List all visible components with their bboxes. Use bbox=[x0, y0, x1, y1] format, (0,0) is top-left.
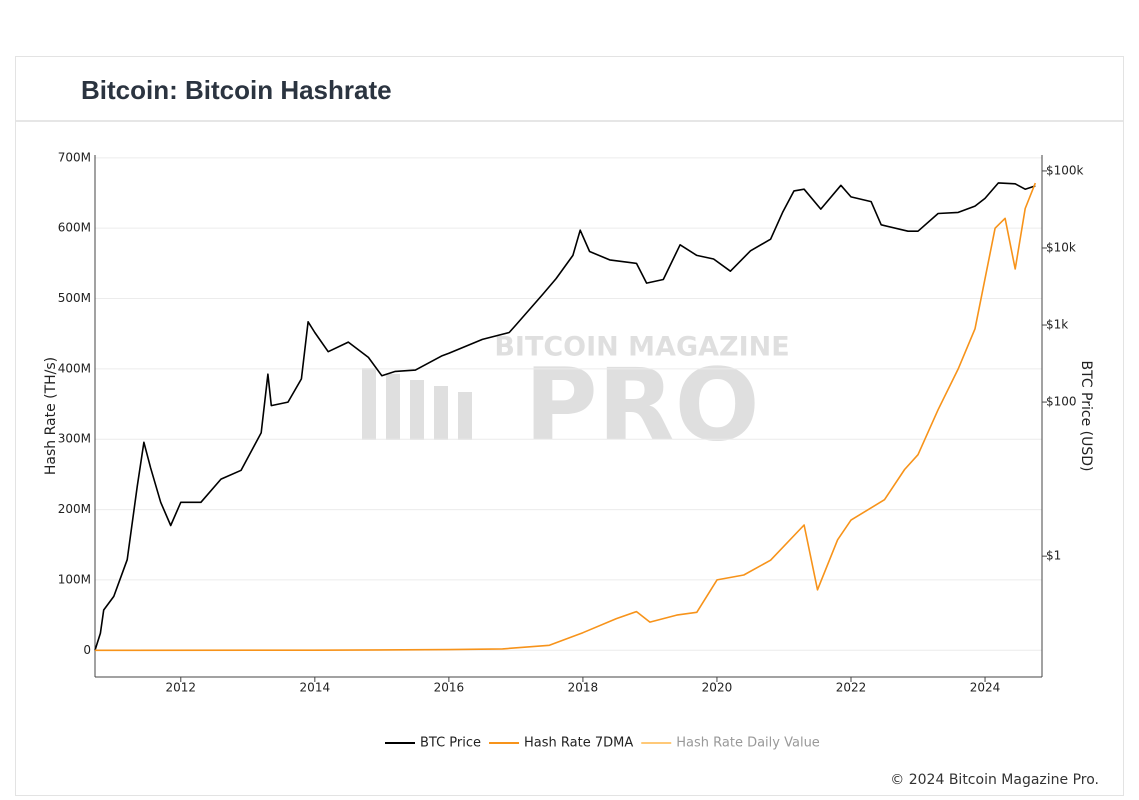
y-tick-label: 600M bbox=[58, 221, 91, 235]
legend-item[interactable]: Hash Rate Daily Value bbox=[641, 736, 820, 751]
y2-tick-label: $100 bbox=[1046, 395, 1077, 409]
legend-item[interactable]: BTC Price bbox=[385, 736, 481, 751]
watermark-logo-bar bbox=[410, 380, 424, 440]
x-tick-label: 2020 bbox=[702, 681, 733, 695]
y-axis-label: Hash Rate (TH/s) bbox=[43, 357, 59, 475]
x-tick-label: 2018 bbox=[568, 681, 599, 695]
y-tick-label: 300M bbox=[58, 432, 91, 446]
chart-title: Bitcoin: Bitcoin Hashrate bbox=[81, 75, 392, 105]
legend-label: Hash Rate Daily Value bbox=[676, 736, 820, 751]
x-tick-label: 2024 bbox=[970, 681, 1001, 695]
watermark-logo-bar bbox=[386, 374, 400, 440]
y-tick-label: 0 bbox=[83, 643, 91, 657]
y2-tick-label: $100k bbox=[1046, 163, 1084, 177]
watermark-top: BITCOIN MAGAZINE bbox=[494, 332, 789, 363]
copyright: © 2024 Bitcoin Magazine Pro. bbox=[890, 772, 1099, 788]
x-tick-label: 2022 bbox=[836, 681, 867, 695]
watermark-main: PRO bbox=[524, 346, 759, 463]
watermark-logo-bar bbox=[362, 368, 376, 440]
legend-item[interactable]: Hash Rate 7DMA bbox=[489, 736, 633, 751]
card-header: Bitcoin: Bitcoin Hashrate bbox=[16, 57, 1123, 122]
legend-label: Hash Rate 7DMA bbox=[524, 736, 633, 751]
x-tick-label: 2016 bbox=[434, 681, 465, 695]
card: Bitcoin: Bitcoin Hashrate bbox=[15, 56, 1124, 796]
y-tick-label: 100M bbox=[58, 572, 91, 586]
y-tick-label: 400M bbox=[58, 361, 91, 375]
y-tick-label: 500M bbox=[58, 291, 91, 305]
y-tick-label: 700M bbox=[58, 150, 91, 164]
series-line bbox=[94, 182, 1037, 652]
watermark-logo-bar bbox=[458, 392, 472, 440]
series-line bbox=[94, 182, 1036, 651]
y2-axis-label: BTC Price (USD) bbox=[1078, 360, 1094, 471]
watermark-logo-bar bbox=[434, 386, 448, 440]
y2-tick-label: $10k bbox=[1046, 240, 1076, 254]
x-tick-label: 2014 bbox=[300, 681, 331, 695]
y2-tick-label: $1k bbox=[1046, 318, 1068, 332]
y2-tick-label: $1 bbox=[1046, 549, 1061, 563]
y-tick-label: 200M bbox=[58, 502, 91, 516]
x-tick-label: 2012 bbox=[166, 681, 197, 695]
legend-label: BTC Price bbox=[420, 736, 481, 751]
